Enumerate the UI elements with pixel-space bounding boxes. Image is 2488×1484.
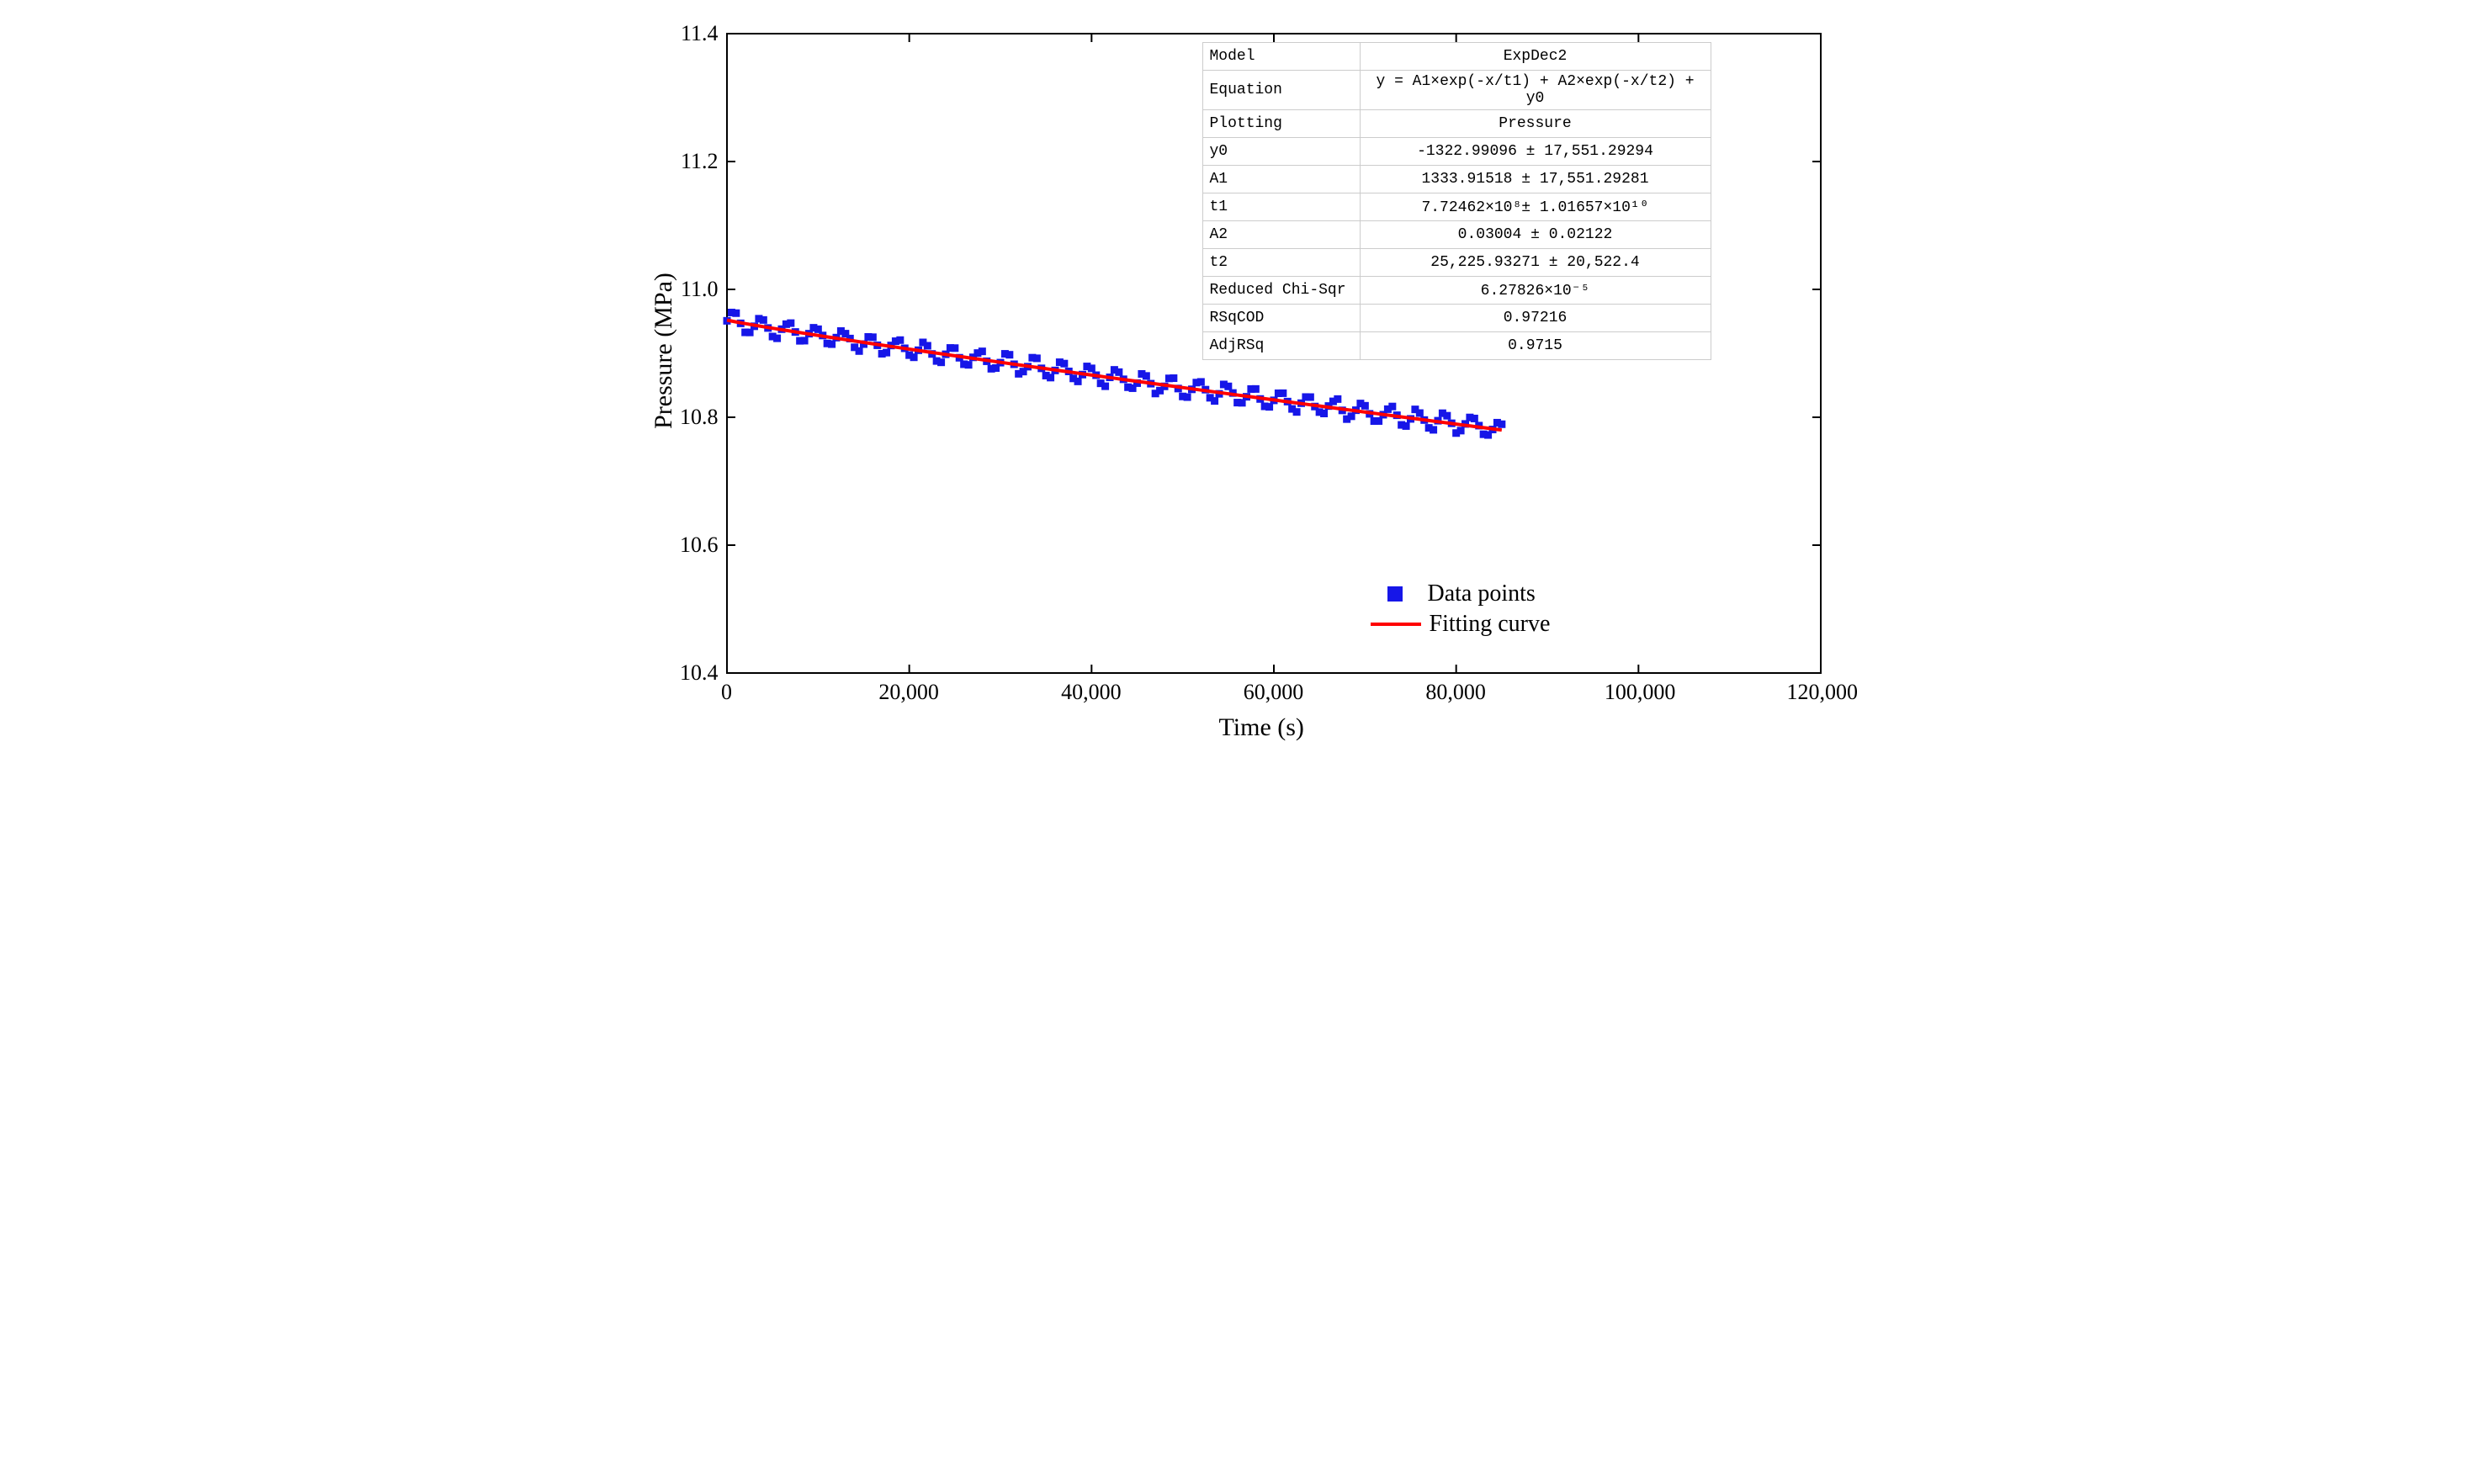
y-tick-label: 10.8 [676,405,719,430]
y-tick-label: 10.4 [676,660,719,686]
param-row: Equationy = A1×exp(-x/t1) + A2×exp(-x/t2… [1202,71,1711,110]
square-marker-icon [1387,586,1403,602]
param-name: A1 [1202,166,1360,193]
param-name: t1 [1202,193,1360,221]
param-row: t225,225.93271 ± 20,522.4 [1202,249,1711,277]
y-tick-label: 11.2 [676,149,719,174]
param-value: 0.97216 [1360,305,1711,332]
param-row: AdjRSq0.9715 [1202,332,1711,360]
param-name: RSqCOD [1202,305,1360,332]
legend: Data points Fitting curve [1371,580,1551,641]
param-value: -1322.99096 ± 17,551.29294 [1360,138,1711,166]
param-row: PlottingPressure [1202,110,1711,138]
param-value: 1333.91518 ± 17,551.29281 [1360,166,1711,193]
fit-parameters-table: ModelExpDec2Equationy = A1×exp(-x/t1) + … [1202,42,1711,360]
param-row: t17.72462×10⁸± 1.01657×10¹⁰ [1202,193,1711,221]
y-tick-label: 11.4 [676,21,719,46]
x-tick-label: 20,000 [875,680,942,705]
x-tick-label: 40,000 [1058,680,1125,705]
param-value: 25,225.93271 ± 20,522.4 [1360,249,1711,277]
param-value: 0.03004 ± 0.02122 [1360,221,1711,249]
param-name: Model [1202,43,1360,71]
param-name: Plotting [1202,110,1360,138]
param-name: y0 [1202,138,1360,166]
x-tick-label: 100,000 [1605,680,1672,705]
y-tick-label: 10.6 [676,533,719,558]
x-tick-label: 120,000 [1787,680,1854,705]
param-row: Reduced Chi-Sqr6.27826×10⁻⁵ [1202,277,1711,305]
x-tick-label: 60,000 [1240,680,1308,705]
param-value: 6.27826×10⁻⁵ [1360,277,1711,305]
y-tick-label: 11.0 [676,277,719,302]
legend-label: Fitting curve [1430,611,1551,638]
legend-item: Fitting curve [1371,611,1551,638]
param-row: RSqCOD0.97216 [1202,305,1711,332]
legend-label: Data points [1428,580,1536,607]
param-value: 0.9715 [1360,332,1711,360]
param-value: y = A1×exp(-x/t1) + A2×exp(-x/t2) + y0 [1360,71,1711,110]
param-name: t2 [1202,249,1360,277]
param-row: y0-1322.99096 ± 17,551.29294 [1202,138,1711,166]
param-row: A11333.91518 ± 17,551.29281 [1202,166,1711,193]
line-marker-icon [1371,623,1421,626]
param-row: ModelExpDec2 [1202,43,1711,71]
param-name: A2 [1202,221,1360,249]
pressure-time-chart: Pressure (MPa) Time (s) 020,00040,00060,… [630,17,1859,749]
param-value: 7.72462×10⁸± 1.01657×10¹⁰ [1360,193,1711,221]
param-name: Equation [1202,71,1360,110]
x-tick-label: 80,000 [1422,680,1489,705]
y-axis-label: Pressure (MPa) [650,267,678,435]
param-value: Pressure [1360,110,1711,138]
legend-item: Data points [1371,580,1551,607]
param-row: A20.03004 ± 0.02122 [1202,221,1711,249]
param-value: ExpDec2 [1360,43,1711,71]
param-name: AdjRSq [1202,332,1360,360]
x-axis-label: Time (s) [1219,713,1304,742]
param-name: Reduced Chi-Sqr [1202,277,1360,305]
